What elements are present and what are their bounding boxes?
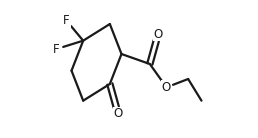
Text: O: O <box>114 108 123 120</box>
Text: O: O <box>162 81 171 94</box>
Text: F: F <box>63 14 70 27</box>
Text: F: F <box>53 43 60 55</box>
Text: O: O <box>154 27 163 41</box>
